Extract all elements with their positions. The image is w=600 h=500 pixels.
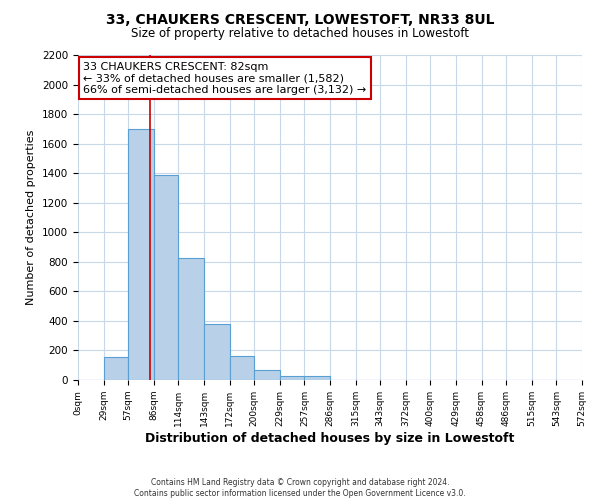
Bar — [230, 356, 254, 380]
Bar — [280, 376, 304, 380]
Text: 33 CHAUKERS CRESCENT: 82sqm
← 33% of detached houses are smaller (1,582)
66% of : 33 CHAUKERS CRESCENT: 82sqm ← 33% of det… — [83, 62, 366, 94]
Text: Contains HM Land Registry data © Crown copyright and database right 2024.
Contai: Contains HM Land Registry data © Crown c… — [134, 478, 466, 498]
Bar — [128, 129, 154, 380]
Bar — [254, 370, 280, 380]
Bar — [154, 174, 178, 380]
Bar — [178, 258, 204, 380]
Y-axis label: Number of detached properties: Number of detached properties — [26, 130, 37, 305]
Text: 33, CHAUKERS CRESCENT, LOWESTOFT, NR33 8UL: 33, CHAUKERS CRESCENT, LOWESTOFT, NR33 8… — [106, 12, 494, 26]
Text: Size of property relative to detached houses in Lowestoft: Size of property relative to detached ho… — [131, 28, 469, 40]
X-axis label: Distribution of detached houses by size in Lowestoft: Distribution of detached houses by size … — [145, 432, 515, 444]
Bar — [204, 324, 230, 380]
Bar — [104, 357, 128, 380]
Bar — [304, 376, 330, 380]
